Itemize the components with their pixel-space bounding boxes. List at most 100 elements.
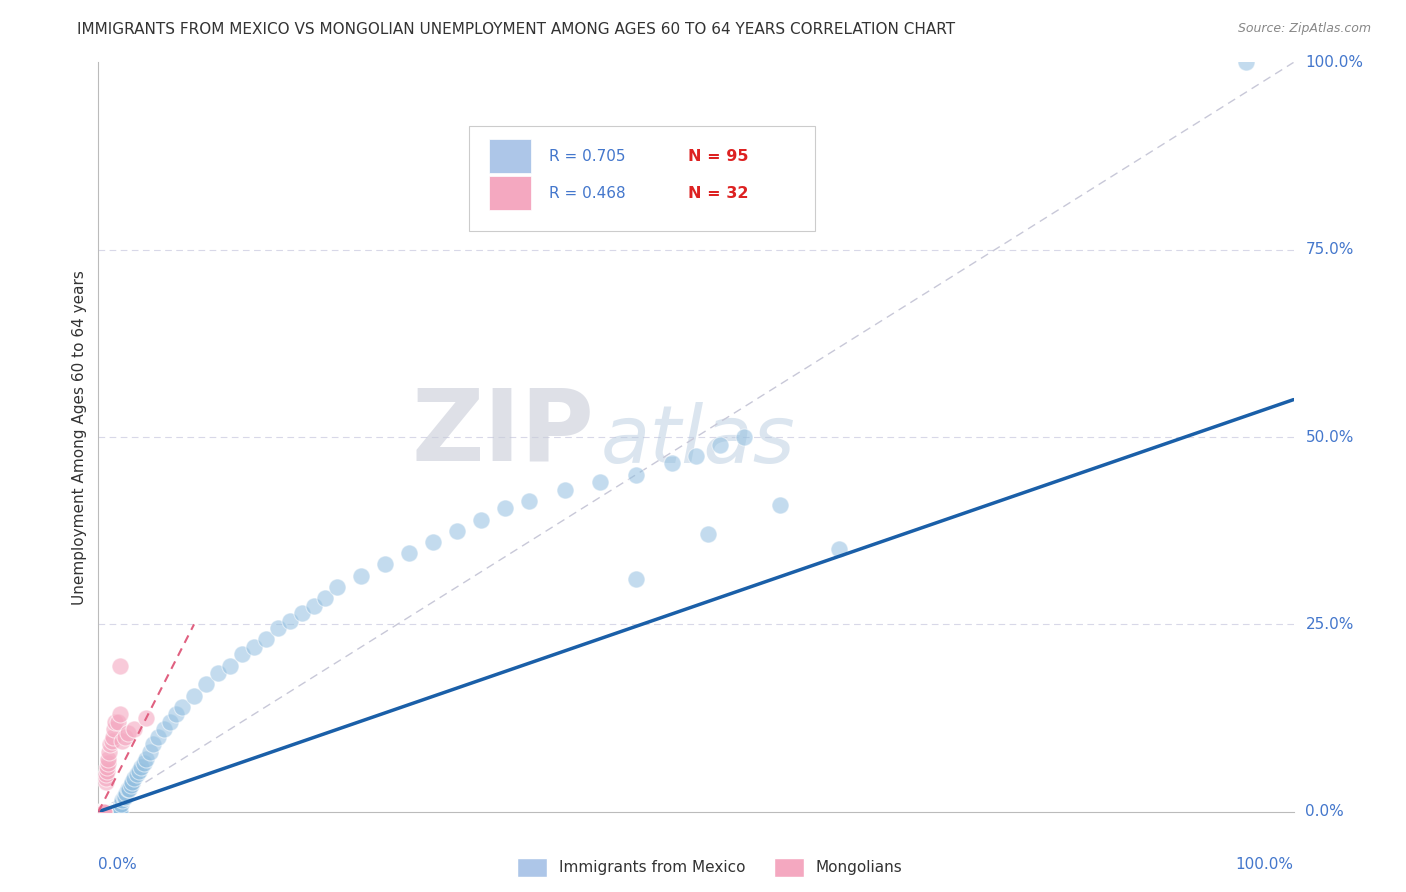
Point (94, 771, 117, 785)
Point (494, 501, 516, 516)
Point (94, 767, 117, 781)
Point (120, 779, 142, 793)
FancyBboxPatch shape (517, 858, 547, 877)
Point (91, 805, 114, 819)
Point (90, 805, 112, 819)
Point (97, 805, 120, 819)
Point (231, 648, 253, 662)
Point (107, 805, 129, 819)
Point (91, 805, 114, 819)
Point (128, 764, 150, 778)
Text: Immigrants from Mexico: Immigrants from Mexico (558, 861, 745, 875)
Point (94, 805, 117, 819)
Point (302, 599, 325, 613)
Point (142, 737, 165, 751)
Point (97, 805, 120, 819)
Point (111, 733, 134, 747)
Point (517, 493, 540, 508)
Point (96, 805, 118, 819)
Text: 25.0%: 25.0% (1306, 617, 1354, 632)
Text: Source: ZipAtlas.com: Source: ZipAtlas.com (1237, 22, 1371, 36)
Point (183, 689, 205, 703)
Point (254, 632, 277, 647)
FancyBboxPatch shape (773, 858, 804, 877)
FancyBboxPatch shape (489, 177, 531, 210)
Point (243, 640, 266, 654)
Point (108, 707, 131, 722)
Point (374, 558, 396, 572)
Point (89, 805, 111, 819)
Point (124, 723, 146, 737)
Y-axis label: Unemployment Among Ages 60 to 64 years: Unemployment Among Ages 60 to 64 years (72, 269, 87, 605)
Point (107, 805, 129, 819)
Point (626, 573, 648, 587)
Point (148, 730, 170, 744)
Point (93, 805, 115, 819)
Point (89, 805, 111, 819)
Point (91, 805, 114, 819)
Point (118, 782, 141, 797)
Point (661, 456, 683, 470)
Point (112, 789, 135, 804)
Text: N = 32: N = 32 (688, 186, 748, 201)
Point (195, 677, 218, 691)
Point (101, 805, 124, 819)
Point (124, 771, 146, 785)
Point (96, 764, 118, 778)
Point (697, 527, 720, 541)
Point (278, 614, 301, 628)
Point (101, 805, 124, 819)
Point (114, 730, 136, 744)
Point (104, 805, 127, 819)
Point (103, 805, 125, 819)
Point (100, 733, 122, 747)
Point (90, 805, 112, 819)
Text: 100.0%: 100.0% (1236, 856, 1294, 871)
Point (93, 805, 115, 819)
Point (470, 512, 492, 526)
Point (135, 711, 157, 725)
Point (135, 752, 157, 766)
Point (91, 805, 114, 819)
Point (103, 723, 125, 737)
Point (626, 467, 648, 482)
Point (97, 756, 120, 770)
Point (98, 805, 122, 819)
Point (93, 805, 115, 819)
Point (219, 658, 242, 673)
Point (159, 714, 181, 729)
Point (114, 789, 136, 804)
Point (117, 726, 139, 740)
Text: ZIP: ZIP (412, 384, 595, 482)
Point (153, 723, 176, 737)
Point (111, 793, 134, 807)
Point (315, 591, 337, 606)
Point (101, 730, 124, 744)
Point (98, 745, 121, 759)
Point (768, 498, 790, 512)
Text: 0.0%: 0.0% (98, 856, 138, 871)
Point (91, 805, 114, 819)
Point (100, 805, 122, 819)
Text: IMMIGRANTS FROM MEXICO VS MONGOLIAN UNEMPLOYMENT AMONG AGES 60 TO 64 YEARS CORRE: IMMIGRANTS FROM MEXICO VS MONGOLIAN UNEM… (77, 22, 956, 37)
Text: R = 0.705: R = 0.705 (548, 149, 626, 163)
Point (96, 805, 118, 819)
Point (107, 805, 129, 819)
Point (91, 805, 114, 819)
Point (91, 805, 114, 819)
Point (93, 805, 115, 819)
FancyBboxPatch shape (489, 139, 531, 172)
Point (291, 606, 314, 620)
Point (105, 805, 128, 819)
Text: Mongolians: Mongolians (815, 861, 903, 875)
Point (91, 805, 114, 819)
Point (207, 666, 229, 681)
Point (132, 756, 155, 770)
Point (105, 805, 128, 819)
Point (96, 760, 118, 774)
Point (90, 805, 112, 819)
Point (104, 714, 127, 729)
Point (91, 805, 114, 819)
Text: 100.0%: 100.0% (1306, 55, 1364, 70)
Point (94, 805, 117, 819)
